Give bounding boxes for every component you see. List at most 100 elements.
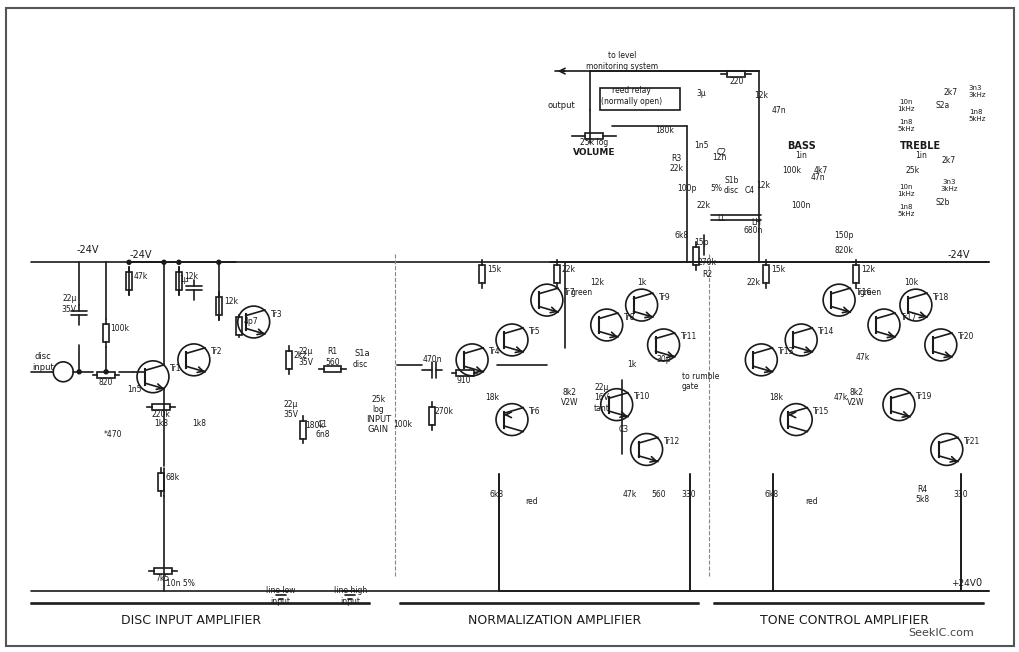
Text: 15p: 15p bbox=[694, 238, 708, 247]
Text: VOLUME: VOLUME bbox=[572, 148, 614, 157]
Text: 10n
1kHz: 10n 1kHz bbox=[897, 100, 914, 112]
Text: 910: 910 bbox=[457, 376, 471, 385]
Circle shape bbox=[127, 260, 130, 264]
Text: Tr5: Tr5 bbox=[529, 327, 540, 336]
Text: -24V: -24V bbox=[76, 245, 99, 256]
Text: S1a: S1a bbox=[355, 349, 370, 359]
Text: 100k: 100k bbox=[781, 166, 800, 175]
Text: 12n: 12n bbox=[711, 153, 726, 162]
Text: 180k: 180k bbox=[305, 421, 324, 430]
Text: 470n: 470n bbox=[422, 355, 441, 364]
Text: 22k: 22k bbox=[696, 201, 710, 210]
Bar bbox=[429, 407, 435, 424]
Text: 30p: 30p bbox=[655, 355, 671, 364]
Text: 22µ
35V: 22µ 35V bbox=[298, 347, 313, 366]
Text: 25k log: 25k log bbox=[579, 138, 607, 147]
Text: 100k: 100k bbox=[110, 324, 129, 333]
Text: 100p: 100p bbox=[677, 184, 696, 193]
Text: 180k: 180k bbox=[654, 126, 674, 136]
Text: C3: C3 bbox=[618, 425, 628, 434]
Text: 6k8: 6k8 bbox=[489, 490, 503, 499]
Circle shape bbox=[217, 260, 220, 264]
Text: 15k: 15k bbox=[486, 265, 500, 274]
Circle shape bbox=[104, 370, 108, 374]
Bar bbox=[152, 404, 170, 409]
Text: R1
560: R1 560 bbox=[325, 347, 339, 366]
Bar bbox=[97, 372, 115, 378]
Bar bbox=[479, 265, 485, 283]
Text: 22k: 22k bbox=[746, 278, 759, 287]
Text: C4: C4 bbox=[744, 186, 754, 195]
Text: to rumble
gate: to rumble gate bbox=[681, 372, 718, 391]
Text: red: red bbox=[804, 497, 816, 506]
Text: 6k8: 6k8 bbox=[763, 490, 777, 499]
Text: 3n3
3kHz: 3n3 3kHz bbox=[968, 85, 985, 98]
Circle shape bbox=[162, 260, 166, 264]
Text: LH: LH bbox=[751, 218, 760, 227]
Text: 12k: 12k bbox=[860, 265, 874, 274]
Text: DISC INPUT AMPLIFIER: DISC INPUT AMPLIFIER bbox=[120, 614, 261, 627]
Text: 820k: 820k bbox=[834, 246, 853, 255]
Text: Tr9: Tr9 bbox=[658, 293, 669, 302]
Text: 47k: 47k bbox=[133, 272, 148, 281]
Bar bbox=[323, 366, 341, 372]
Text: 68k: 68k bbox=[166, 473, 179, 482]
Text: 10n
1kHz: 10n 1kHz bbox=[897, 184, 914, 197]
Text: 1n5: 1n5 bbox=[126, 385, 142, 394]
Text: 22µ
35V: 22µ 35V bbox=[283, 400, 298, 419]
Text: INPUT
GAIN: INPUT GAIN bbox=[366, 415, 390, 434]
Text: Tr2: Tr2 bbox=[211, 348, 222, 357]
Text: S1b
disc: S1b disc bbox=[723, 176, 739, 196]
Bar bbox=[852, 265, 858, 283]
Bar bbox=[762, 265, 768, 283]
Text: Tr4: Tr4 bbox=[488, 348, 500, 357]
Text: 1µ: 1µ bbox=[179, 274, 189, 284]
Text: 22µ
35V: 22µ 35V bbox=[61, 295, 76, 314]
Text: 1k: 1k bbox=[637, 278, 646, 287]
Text: S2b: S2b bbox=[934, 198, 949, 207]
Text: disc: disc bbox=[353, 361, 368, 369]
Text: 8k2
V2W: 8k2 V2W bbox=[560, 388, 578, 408]
Bar bbox=[599, 88, 679, 110]
Text: 150p: 150p bbox=[834, 231, 853, 240]
Text: line high
input: line high input bbox=[333, 586, 367, 606]
Text: 12k: 12k bbox=[754, 91, 767, 100]
Text: 8k2
V2W: 8k2 V2W bbox=[847, 388, 864, 408]
Text: Tr3: Tr3 bbox=[270, 310, 282, 319]
Text: 12k: 12k bbox=[589, 278, 603, 287]
Circle shape bbox=[77, 370, 82, 374]
Text: Tr21: Tr21 bbox=[963, 437, 979, 446]
Text: 820: 820 bbox=[99, 378, 113, 387]
Text: C1
6n8: C1 6n8 bbox=[315, 420, 329, 439]
Text: 12k: 12k bbox=[183, 272, 198, 281]
Text: 12k: 12k bbox=[223, 297, 237, 306]
Bar bbox=[216, 297, 221, 315]
Text: 25k: 25k bbox=[905, 166, 919, 175]
Text: 1n5: 1n5 bbox=[694, 141, 708, 150]
Text: NORMALIZATION AMPLIFIER: NORMALIZATION AMPLIFIER bbox=[468, 614, 641, 627]
Text: -24V: -24V bbox=[947, 250, 969, 260]
Text: BASS: BASS bbox=[786, 141, 815, 151]
Text: Tr12: Tr12 bbox=[663, 437, 680, 446]
Text: 270k: 270k bbox=[434, 407, 453, 415]
Text: 6k8: 6k8 bbox=[674, 231, 688, 240]
Text: green: green bbox=[859, 288, 881, 297]
Text: 100k: 100k bbox=[392, 420, 412, 429]
Text: 2k2: 2k2 bbox=[293, 351, 308, 360]
Text: 15k: 15k bbox=[770, 265, 785, 274]
Bar bbox=[158, 473, 164, 492]
Text: 1n8
5kHz: 1n8 5kHz bbox=[897, 119, 914, 132]
Text: Tr19: Tr19 bbox=[915, 393, 931, 401]
Text: Tr11: Tr11 bbox=[680, 333, 696, 342]
Text: 680n: 680n bbox=[743, 226, 762, 235]
Text: red: red bbox=[525, 497, 538, 506]
Text: TREBLE: TREBLE bbox=[900, 141, 941, 151]
Text: 4k7: 4k7 bbox=[813, 166, 827, 175]
Text: Tr1: Tr1 bbox=[170, 364, 181, 374]
Text: 12k: 12k bbox=[755, 181, 769, 190]
Text: 18k: 18k bbox=[768, 393, 783, 402]
Text: 25k
log: 25k log bbox=[371, 395, 385, 415]
Text: disc
input: disc input bbox=[33, 352, 54, 372]
Text: 10n 5%: 10n 5% bbox=[166, 580, 196, 588]
Text: 1k8: 1k8 bbox=[154, 419, 168, 428]
